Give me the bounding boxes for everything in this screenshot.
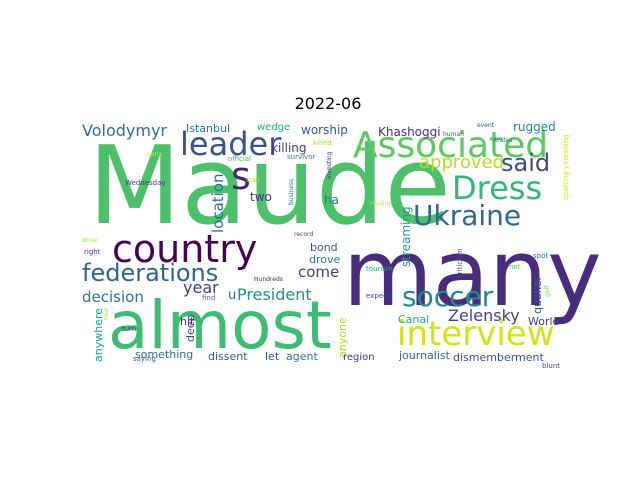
word-almost: almost [108,287,332,364]
word-agent: agent [286,350,318,363]
word-business: business [288,179,295,205]
word-paris: paris [147,151,162,158]
word-canal: Canal [398,313,429,326]
word-tour: tour [103,307,110,320]
word-maude: Maude [88,124,451,249]
word-bond: bond [310,241,338,254]
word-federations: federations [82,259,218,287]
word-start: start [246,177,261,184]
word-record: record [294,231,313,238]
word-streaming: streaming [399,206,413,267]
word-ha: ha [324,193,339,207]
word-president: President [237,285,312,304]
word-ukraine: Ukraine [413,199,521,232]
word-sporting-yearslong: sporting yearslong [562,135,570,200]
word-interview: interview [397,314,555,354]
word-said: said [501,149,550,177]
word-hit: hit [180,315,195,328]
word-criticism: criticism [456,248,464,278]
word-s: s [231,154,251,198]
word-wednesday: Wednesday [125,179,166,187]
word-anywhere: anywhere [92,308,105,362]
word-saying: saying [133,355,156,363]
word-u: u [228,288,236,303]
word-country: country [112,227,257,271]
word-come: come [298,263,339,281]
word-arabia: Arabia [493,137,513,144]
word-year: year [183,278,219,297]
word-expect: expect [366,292,390,300]
word-region: region [343,352,375,363]
word-world: World [528,315,560,328]
word-khashoggi: Khashoggi [378,125,441,139]
word-dismemberment: dismemberment [453,351,545,364]
word-drove: drove [309,253,341,266]
word-hot: hot [509,263,521,271]
word-volodymyr: Volodymyr [82,121,167,140]
word-drive: drive [82,237,97,244]
word-approved: approved [419,152,504,173]
word-associated: Associated [353,125,548,166]
word-turn: turn [122,325,136,333]
word-something: something [135,348,193,361]
chart-title: 2022-06 [295,94,362,113]
word-zelensky: Zelensky [448,306,520,325]
word-rugged: rugged [513,120,556,134]
word-leader: leader [180,125,282,163]
word-missing: missing [369,200,392,207]
word-investing: investing [326,151,333,179]
word-wedge: wedge [257,122,290,133]
word-worship: worship [301,123,348,137]
word-blunt: blunt [542,362,560,370]
word-survivor: survivor [287,153,315,161]
word-soccer: soccer [402,280,494,313]
word-journalist: journalist [398,349,451,362]
word-decision: decision [82,288,144,306]
word-location: location [209,173,227,233]
word-spot: spot [533,252,548,260]
word-event: event [477,122,495,129]
word-official: official [228,155,251,163]
word-golf: golf [544,285,551,297]
word-right: right [84,248,101,256]
word-many: many [343,220,602,327]
word-istanbul: Istanbul [186,122,230,135]
word-quaker: quaker [531,276,544,314]
word-dress: Dress [452,169,542,207]
word-tourism: tourism [366,265,393,273]
word-deep: deep [184,314,197,342]
word-let: let [265,350,280,363]
word-killed: killed [313,139,332,147]
word-two: two [250,190,272,204]
word-dissent: dissent [208,350,248,363]
word-human: human [443,131,464,138]
word-killing: killing [271,141,307,155]
word-anyone: anyone [336,317,349,358]
word-find: find [202,294,215,302]
word-hundreds: Hundreds [254,276,283,283]
